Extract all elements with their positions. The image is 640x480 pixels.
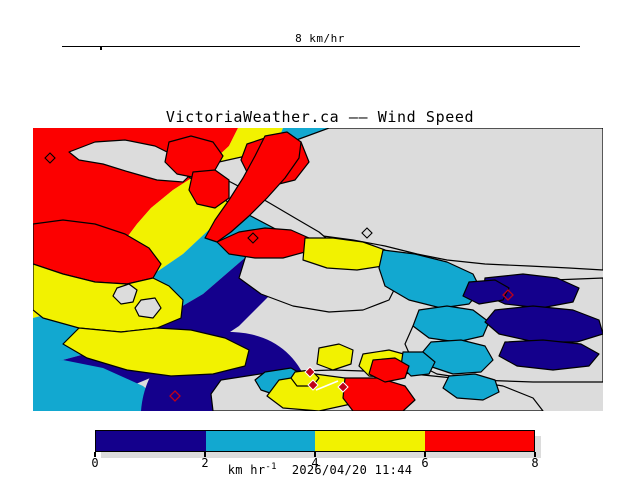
scale-rule (62, 46, 580, 47)
legend-timestamp: 2026/04/20 11:44 (291, 463, 413, 477)
legend-bar (95, 430, 535, 452)
legend-colorbar[interactable] (95, 430, 535, 452)
page-title: VictoriaWeather.ca —— Wind Speed (165, 108, 475, 126)
island-navy-b (484, 305, 603, 343)
legend-swatch-6-8 (424, 431, 534, 451)
station-marker (361, 227, 373, 239)
island-cyan-c (442, 373, 500, 401)
island-left-yellow-lower (62, 327, 250, 377)
legend-tick-6 (424, 452, 426, 457)
legend-tick-4 (314, 452, 316, 457)
inlet-grey-b (134, 297, 162, 319)
island-navy-c (498, 339, 600, 371)
scale-label: 8 km/hr (295, 32, 345, 45)
station-marker (247, 232, 259, 244)
station-marker-layer (44, 152, 514, 402)
legend-tick-label-6: 6 (421, 456, 429, 470)
island-layer (33, 131, 603, 411)
scale-tick (100, 46, 102, 50)
island-spine (204, 131, 302, 243)
contour-overlay-cyan-arc (33, 360, 173, 411)
legend-units-label: km hr (227, 463, 266, 477)
wind-speed-map[interactable] (33, 128, 603, 411)
legend-tick-2 (204, 452, 206, 457)
map-canvas (33, 128, 603, 411)
station-marker (307, 379, 319, 391)
station-marker (169, 390, 181, 402)
legend-swatch-0-2 (96, 431, 206, 451)
legend-tick-label-8: 8 (531, 456, 539, 470)
station-marker (502, 289, 514, 301)
station-marker (337, 381, 349, 393)
island-south-red-b (368, 357, 410, 383)
legend-swatch-2-4 (205, 431, 315, 451)
legend-tick-0 (94, 452, 96, 457)
station-marker (304, 366, 316, 378)
legend-units-exponent: -1 (265, 462, 277, 472)
legend-tick-label-0: 0 (91, 456, 99, 470)
island-small-yellow-a (316, 343, 354, 371)
island-north-red-b (188, 169, 230, 209)
legend-axis: 0 2 4 6 8 (91, 452, 539, 470)
legend-tick-label-2: 2 (201, 456, 209, 470)
island-spine-cyan (378, 249, 482, 309)
legend-swatch-4-6 (315, 431, 425, 451)
inlet-grey-a (112, 283, 138, 305)
station-marker (44, 152, 56, 164)
legend-caption: km hr-1 2026/04/20 11:44 (0, 462, 640, 477)
island-navy-d (462, 279, 510, 305)
legend-tick-8 (534, 452, 536, 457)
station-wind-barb (315, 380, 339, 391)
legend-tick-label-4: 4 (311, 456, 319, 470)
island-cyan-a (412, 305, 490, 343)
